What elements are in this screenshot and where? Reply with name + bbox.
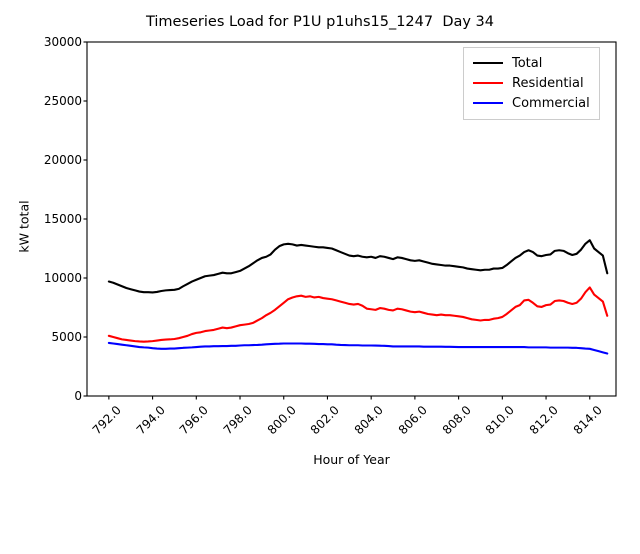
series-line-total bbox=[107, 239, 609, 294]
tick-marks bbox=[83, 41, 591, 400]
legend-item-residential[interactable]: Residential bbox=[473, 73, 590, 93]
plot-area bbox=[83, 41, 617, 400]
series-line-residential bbox=[107, 286, 609, 343]
y-axis-tick-labels: 0 5000 10000 15000 20000 25000 30000 bbox=[0, 0, 82, 480]
y-tick-label: 10000 bbox=[43, 271, 82, 285]
chart-title: Timeseries Load for P1U p1uhs15_1247 Day… bbox=[145, 14, 495, 30]
y-tick-label: 5000 bbox=[51, 330, 82, 344]
legend-label: Residential bbox=[512, 75, 584, 91]
data-lines bbox=[107, 239, 609, 355]
y-tick-label: 25000 bbox=[43, 94, 82, 108]
chart-figure: Timeseries Load for P1U p1uhs15_1247 Day… bbox=[0, 0, 617, 480]
chart-legend: Total Residential Commercial bbox=[463, 47, 600, 120]
legend-label: Total bbox=[512, 55, 543, 71]
y-tick-label: 30000 bbox=[43, 35, 82, 49]
legend-item-total[interactable]: Total bbox=[473, 53, 590, 73]
y-axis-label: kW total bbox=[16, 200, 32, 253]
series-line-commercial bbox=[107, 341, 609, 355]
legend-item-commercial[interactable]: Commercial bbox=[473, 93, 590, 113]
y-tick-label: 20000 bbox=[43, 153, 82, 167]
legend-label: Commercial bbox=[512, 95, 590, 111]
x-axis-label: Hour of Year bbox=[313, 452, 390, 467]
legend-swatch-total-icon bbox=[473, 62, 503, 64]
x-tick-label: 792.0 bbox=[89, 403, 124, 438]
y-tick-label: 15000 bbox=[43, 212, 82, 226]
y-tick-label: 0 bbox=[74, 389, 82, 403]
legend-swatch-commercial-icon bbox=[473, 102, 503, 104]
legend-swatch-residential-icon bbox=[473, 82, 503, 84]
